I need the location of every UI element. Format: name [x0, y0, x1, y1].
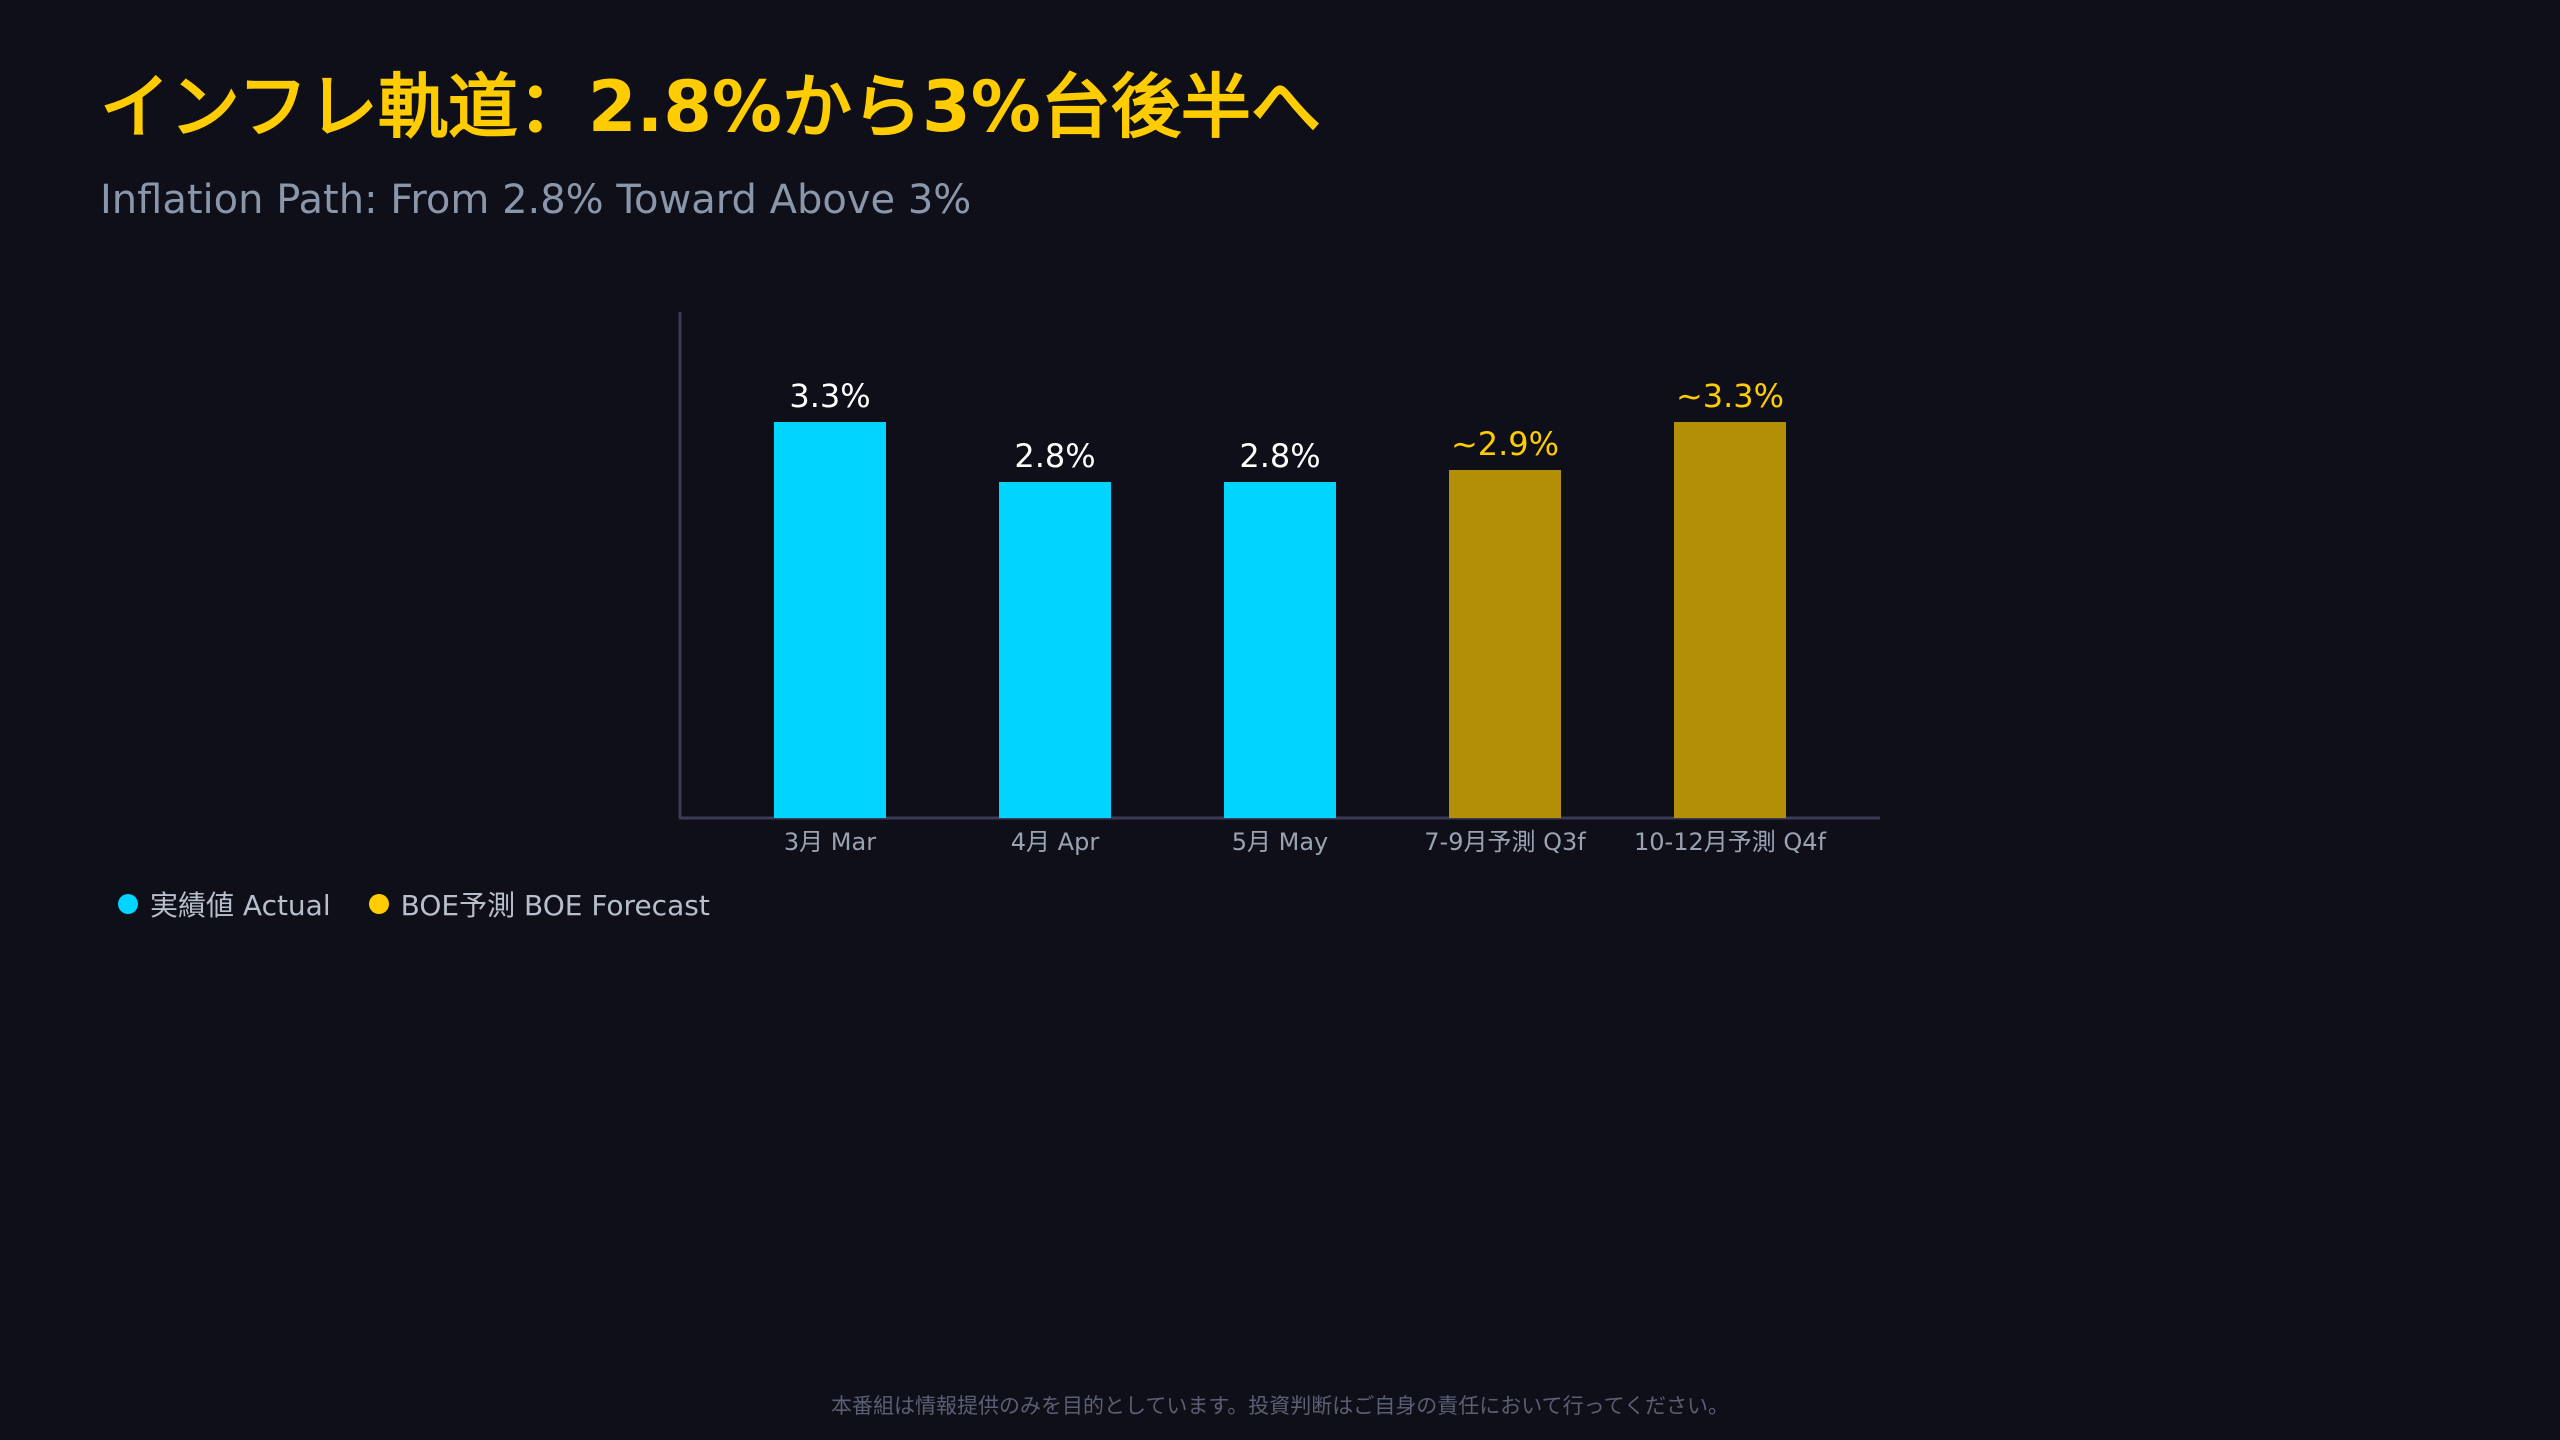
x-tick-label-4: 10-12月予測 Q4f	[1634, 828, 1827, 856]
chart-legend: 実績値 Actual BOE予測 BOE Forecast	[118, 884, 748, 924]
value-label-4: ~3.3%	[1676, 377, 1784, 415]
value-label-2: 2.8%	[1239, 437, 1320, 475]
disclaimer-footer: 本番組は情報提供のみを目的としています。投資判断はご自身の責任において行ってくだ…	[831, 1394, 1729, 1418]
legend-marker-actual	[118, 894, 138, 914]
chart-title: インフレ軌道：2.8%から3%台後半へ	[100, 66, 1321, 148]
value-labels-layer: 3.3% 2.8% 2.8% ~2.9% ~3.3%	[789, 377, 1784, 475]
x-tick-labels-layer: 3月 Mar 4月 Apr 5月 May 7-9月予測 Q3f 10-12月予測 Q4f	[784, 828, 1827, 856]
bar-actual-0	[774, 422, 886, 818]
x-tick-label-2: 5月 May	[1232, 828, 1329, 856]
x-tick-label-0: 3月 Mar	[784, 828, 876, 856]
bar-forecast-4	[1674, 422, 1786, 818]
value-label-3: ~2.9%	[1451, 425, 1559, 463]
legend-item-forecast: BOE予測 BOE Forecast	[368, 884, 710, 924]
legend-marker-forecast	[368, 894, 389, 914]
x-tick-label-3: 7-9月予測 Q3f	[1424, 828, 1586, 856]
chart-subtitle: Inflation Path: From 2.8% Toward Above 3…	[100, 177, 972, 223]
bars-layer	[774, 422, 1786, 818]
value-label-1: 2.8%	[1014, 437, 1095, 475]
bar-actual-1	[999, 482, 1111, 818]
legend-label-forecast: BOE予測 BOE Forecast	[400, 889, 710, 922]
legend-label-actual: 実績値 Actual	[150, 889, 331, 922]
value-label-0: 3.3%	[789, 377, 870, 415]
x-tick-label-1: 4月 Apr	[1011, 828, 1100, 856]
legend-item-actual: 実績値 Actual	[118, 884, 331, 924]
bar-actual-2	[1224, 482, 1336, 818]
bar-forecast-3	[1449, 470, 1561, 818]
